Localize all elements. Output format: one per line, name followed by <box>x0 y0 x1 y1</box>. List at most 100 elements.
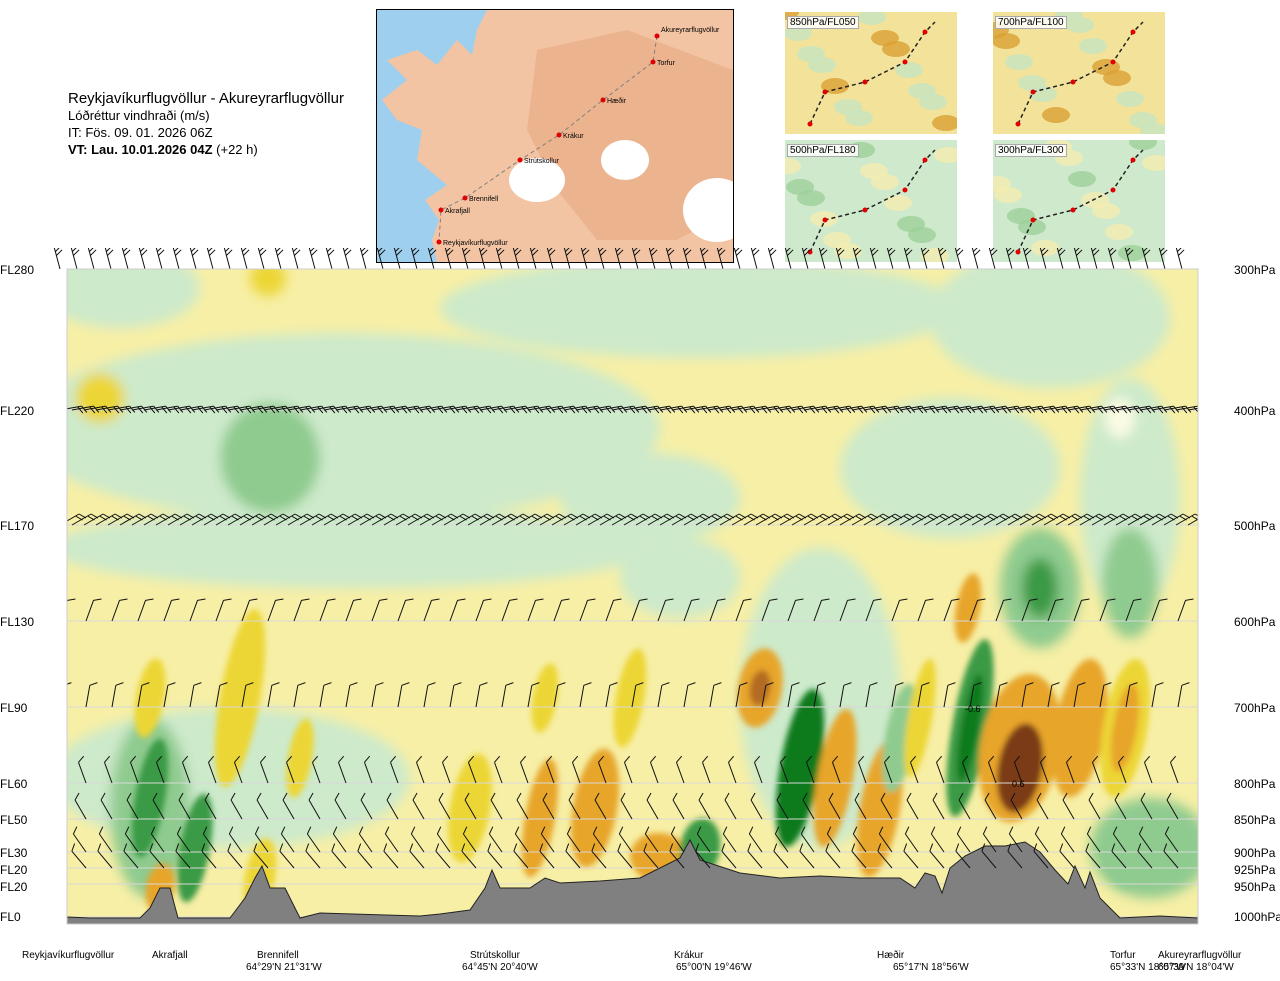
wind-barb <box>988 755 997 784</box>
location-label: Akureyrarflugvöllur 65°39'N 18°04'W <box>1158 950 1241 974</box>
wind-barb <box>126 792 139 820</box>
wind-barb <box>1138 826 1153 853</box>
wind-barb <box>1059 843 1075 869</box>
wind-barb <box>359 405 388 414</box>
wind-barb <box>124 826 139 853</box>
updraft-core <box>996 723 1044 813</box>
wind-barb <box>419 405 448 414</box>
wind-barb <box>215 598 232 622</box>
wind-barb <box>731 405 760 414</box>
wind-barb <box>776 792 789 820</box>
inset-field-patch <box>860 163 888 179</box>
inset-field-patch <box>1081 192 1109 208</box>
wind-barb <box>529 248 539 270</box>
wind-barb <box>1170 755 1179 784</box>
wind-barb <box>527 405 556 414</box>
wind-barb <box>787 682 800 708</box>
wind-barb <box>311 405 340 414</box>
wind-barb <box>172 248 182 270</box>
updraft-core <box>813 708 857 848</box>
wind-barb <box>1019 405 1048 414</box>
wind-barb <box>995 405 1024 414</box>
wind-barb <box>342 248 352 270</box>
wind-barb <box>707 405 736 414</box>
wind-barb <box>1112 826 1127 853</box>
wind-barb <box>579 598 596 622</box>
wind-barb <box>750 248 760 270</box>
wind-barb <box>137 598 154 622</box>
wind-barb <box>851 405 880 414</box>
wind-barb <box>1107 248 1117 270</box>
downdraft-region <box>560 453 740 543</box>
wind-barb <box>1127 405 1156 414</box>
inset-field-patch <box>1042 107 1070 123</box>
wind-barb <box>539 405 568 414</box>
downdraft-core <box>882 683 918 793</box>
fl-label: FL20 <box>0 863 28 877</box>
wind-barb <box>228 826 243 853</box>
wind-barb <box>215 405 244 414</box>
wind-barb <box>515 405 544 414</box>
wind-barb <box>828 792 841 820</box>
wind-barb <box>920 248 930 270</box>
wind-barb <box>825 843 841 869</box>
location-name: Torfur <box>1110 950 1136 961</box>
wind-barb <box>371 405 400 414</box>
wind-barb <box>1022 248 1032 270</box>
wind-barb <box>773 843 789 869</box>
fl-label: FL220 <box>0 404 35 418</box>
wind-barb <box>1021 682 1034 708</box>
wind-barb <box>1036 792 1049 820</box>
wind-barb <box>152 792 165 820</box>
updraft-core <box>570 748 620 868</box>
route-waypoint-label: Strútskollur <box>524 158 560 165</box>
wind-barb <box>818 248 828 270</box>
wind-barb <box>163 598 180 622</box>
wind-barb <box>750 792 763 820</box>
map-glacier-langjokull <box>509 158 565 202</box>
wind-barb <box>813 598 830 622</box>
wind-barb <box>358 826 373 853</box>
wind-barb <box>553 682 566 708</box>
wind-barb <box>293 682 306 708</box>
inset-waypoint <box>862 79 868 85</box>
wind-barb <box>1073 682 1086 708</box>
wind-barb <box>253 843 269 869</box>
wind-barb <box>618 826 633 853</box>
downdraft-core <box>177 793 213 903</box>
wind-barb <box>71 405 100 414</box>
wind-barb <box>130 755 139 784</box>
wind-barb <box>143 405 172 414</box>
wind-barb <box>839 598 856 622</box>
wind-barb <box>631 248 641 270</box>
inset-waypoint <box>1015 121 1021 127</box>
wind-barb <box>801 248 811 270</box>
wind-barb <box>1088 792 1101 820</box>
wind-barb <box>364 755 373 784</box>
wind-barb <box>1014 755 1023 784</box>
wind-barb <box>631 598 648 622</box>
wind-barb <box>1163 843 1179 869</box>
wind-barb <box>1124 248 1134 270</box>
route-waypoint <box>436 239 442 245</box>
wind-barb <box>566 826 581 853</box>
wind-barb <box>527 598 544 622</box>
inset-waypoint <box>1130 29 1136 35</box>
wind-barb <box>988 248 998 270</box>
wind-barb <box>464 792 477 820</box>
wind-barb <box>803 405 832 414</box>
wind-barb <box>189 598 206 622</box>
wind-barb <box>728 755 737 784</box>
wind-barb <box>1115 405 1144 414</box>
wind-barb <box>104 248 114 270</box>
wind-barb <box>546 755 555 784</box>
wind-barb <box>308 792 321 820</box>
wind-barb <box>1060 826 1075 853</box>
wind-barb <box>227 405 256 414</box>
wind-barb <box>495 248 505 270</box>
fl-label: FL130 <box>0 615 35 629</box>
terrain-profile <box>67 838 1198 924</box>
location-label: Krákur 65°00'N 19°46'W <box>674 950 752 974</box>
inset-850hpa: 850hPa/FL050 <box>785 12 957 134</box>
wind-barb <box>1187 405 1198 411</box>
